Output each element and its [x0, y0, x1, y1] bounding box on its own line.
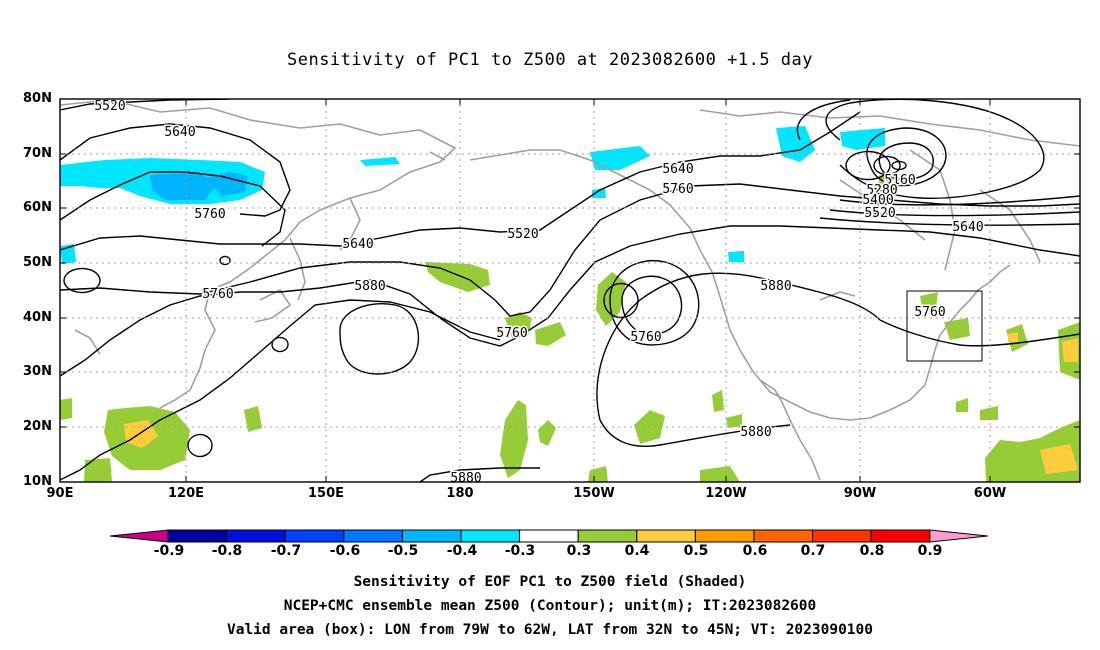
contour-label: 5760 [202, 287, 233, 302]
colorbar-swatch [636, 529, 696, 543]
colorbar-end-right [929, 529, 988, 543]
lat-label: 10N [23, 474, 52, 489]
z500-contours [60, 99, 1080, 482]
colorbar-swatch [226, 529, 286, 543]
lat-label: 80N [23, 91, 52, 106]
contour-label: 5760 [194, 207, 225, 222]
colorbar-label: 0.8 [859, 543, 885, 559]
lat-label: 50N [23, 255, 52, 270]
contour-label: 5760 [496, 326, 527, 341]
colorbar-swatch [812, 529, 872, 543]
colorbar-swatch [460, 529, 521, 543]
lon-label: 90E [46, 486, 74, 501]
colorbar-label: -0.3 [504, 543, 536, 559]
colorbar-label: 0.7 [800, 543, 826, 559]
contour-label: 5880 [450, 471, 481, 486]
plot-frame [59, 98, 1081, 483]
contour-label: 5400 [862, 193, 893, 208]
contour-label: 5160 [884, 173, 915, 188]
moderate-positive-shading [124, 332, 1078, 474]
lon-label: 120E [167, 486, 205, 501]
caption-line: Sensitivity of EOF PC1 to Z500 field (Sh… [353, 574, 747, 590]
lon-label: 150E [307, 486, 345, 501]
colorbar-swatch [870, 529, 931, 543]
colorbar-swatch [753, 529, 814, 543]
colorbar-label: 0.6 [742, 543, 768, 559]
coastlines [60, 99, 1080, 481]
colorbar-swatch [519, 529, 579, 543]
colorbar-label: -0.9 [153, 543, 185, 559]
colorbar-swatch [401, 529, 462, 543]
contour-label: 5760 [662, 182, 693, 197]
contour-label: 5760 [914, 305, 945, 320]
contour-label: 5760 [630, 330, 661, 345]
colorbar-label: -0.6 [329, 543, 361, 559]
lat-label: 30N [23, 364, 52, 379]
lon-label: 180 [446, 486, 474, 501]
colorbar-swatch [577, 529, 638, 543]
contour-label: 5520 [94, 99, 125, 114]
map-title: Sensitivity of PC1 to Z500 at 2023082600… [286, 50, 813, 70]
valid-area-box [906, 290, 983, 362]
colorbar-label: -0.7 [270, 543, 302, 559]
caption-line: Valid area (box): LON from 79W to 62W, L… [226, 622, 873, 638]
graticule [60, 99, 1080, 482]
axis-ticks [60, 99, 1080, 482]
colorbar-label: 0.5 [683, 543, 709, 559]
colorbar [109, 529, 988, 543]
colorbar-end-left [109, 529, 169, 543]
colorbar-label: -0.4 [446, 543, 478, 559]
contour-label: 5640 [662, 162, 693, 177]
lat-label: 70N [23, 146, 52, 161]
colorbar-swatch [694, 529, 755, 543]
contour-label: 5640 [164, 125, 195, 140]
contour-labels: 5520 5640 5760 5640 5520 5880 5760 5640 … [93, 99, 985, 486]
colorbar-swatch [343, 529, 403, 543]
colorbar-label: 0.9 [917, 543, 943, 559]
contour-label: 5880 [354, 279, 385, 294]
colorbar-label: -0.8 [211, 543, 243, 559]
colorbar-label: -0.5 [387, 543, 419, 559]
colorbar-label: 0.3 [566, 543, 592, 559]
lat-label: 60N [23, 200, 52, 215]
caption-line: NCEP+CMC ensemble mean Z500 (Contour); u… [283, 598, 817, 614]
contour-label: 5640 [952, 220, 983, 235]
contour-label: 5880 [760, 279, 791, 294]
positive-sensitivity-shading [60, 172, 1080, 482]
contour-label: 5520 [507, 227, 538, 242]
lat-label: 40N [23, 310, 52, 325]
colorbar-label: 0.4 [624, 543, 650, 559]
lat-label: 20N [23, 419, 52, 434]
contour-label: 5520 [864, 206, 895, 221]
lon-label: 150W [573, 486, 615, 501]
contour-label: 5280 [866, 183, 897, 198]
lon-label: 60W [973, 486, 1007, 501]
colorbar-swatch [167, 529, 228, 543]
contour-label: 5640 [342, 237, 373, 252]
lon-label: 120W [705, 486, 747, 501]
lon-label: 90W [843, 486, 877, 501]
strong-negative-shading [150, 172, 248, 200]
contour-label: 5880 [740, 425, 771, 440]
colorbar-swatch [284, 529, 345, 543]
